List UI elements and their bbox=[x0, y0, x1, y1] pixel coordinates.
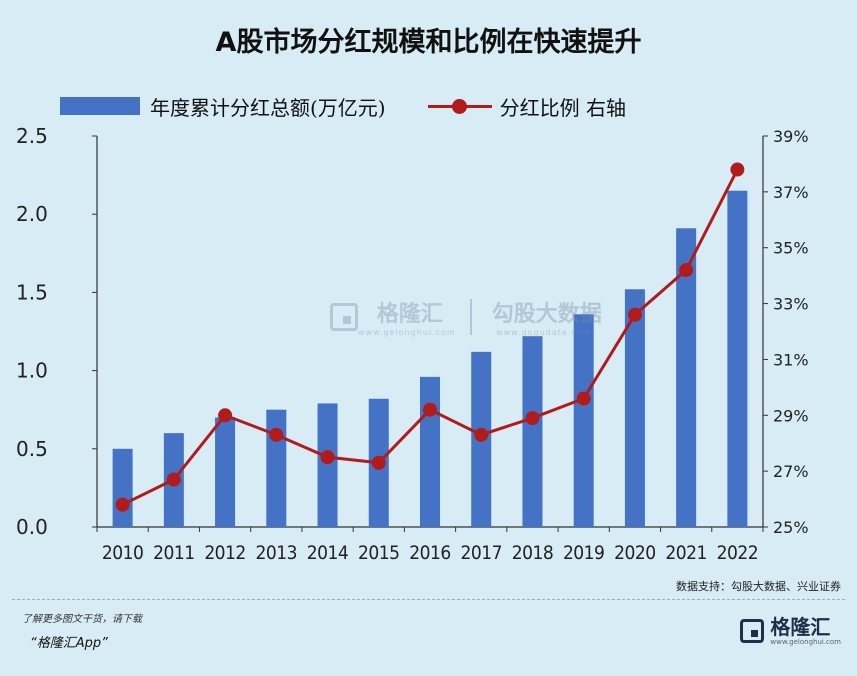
ratio-point bbox=[166, 472, 181, 487]
bar bbox=[420, 376, 440, 527]
x-tick-label: 2016 bbox=[409, 542, 451, 564]
ratio-point bbox=[474, 427, 489, 442]
y-left-tick-label: 1.0 bbox=[16, 359, 48, 383]
watermark-brand-url: www.gelonghui.com bbox=[358, 328, 456, 337]
ratio-point bbox=[525, 411, 540, 426]
ratio-point bbox=[269, 427, 284, 442]
x-tick-label: 2017 bbox=[460, 542, 502, 564]
footer-brand-url: www.gelonghui.com bbox=[770, 638, 841, 646]
bar bbox=[266, 409, 287, 527]
bar bbox=[317, 403, 338, 527]
x-tick-label: 2010 bbox=[102, 542, 144, 564]
y-right-tick-label: 37% bbox=[773, 183, 809, 202]
ratio-point bbox=[423, 402, 437, 417]
y-left-tick-label: 0.5 bbox=[16, 437, 48, 461]
ratio-point bbox=[679, 263, 694, 278]
footer-app-name: “格隆汇App” bbox=[30, 636, 108, 651]
x-tick-label: 2019 bbox=[563, 542, 605, 564]
watermark-brand-text: 格隆汇 bbox=[376, 302, 443, 327]
bar bbox=[112, 448, 133, 527]
ratio-point bbox=[320, 450, 335, 465]
bar bbox=[727, 190, 748, 528]
ratio-point bbox=[576, 391, 591, 406]
footer-logo: 格隆汇 www.gelonghui.com bbox=[740, 616, 841, 646]
legend-bar-swatch bbox=[60, 97, 140, 115]
y-left-tick-label: 1.5 bbox=[16, 280, 48, 304]
x-tick-label: 2020 bbox=[614, 542, 656, 564]
watermark-data-text: 勾股大数据 bbox=[491, 302, 602, 327]
y-right-tick-label: 29% bbox=[773, 406, 809, 425]
x-tick-label: 2012 bbox=[204, 542, 246, 564]
legend-bar-label: 年度累计分红总额(万亿元) bbox=[150, 95, 386, 120]
ratio-point bbox=[730, 162, 745, 177]
x-tick-label: 2018 bbox=[512, 542, 554, 564]
bar bbox=[573, 314, 594, 527]
gelonghui-logo-icon bbox=[330, 302, 358, 331]
ratio-point bbox=[218, 408, 233, 423]
watermark-data-url: www.gogudata.com bbox=[496, 328, 592, 337]
x-tick-label: 2015 bbox=[358, 542, 400, 564]
watermark-brand-block: 格隆汇 www.gelonghui.com bbox=[358, 296, 456, 337]
ratio-point bbox=[115, 497, 130, 512]
bar bbox=[624, 289, 645, 527]
ratio-point bbox=[371, 455, 386, 470]
watermark: 格隆汇 www.gelonghui.com 勾股大数据 www.gogudata… bbox=[330, 296, 602, 337]
y-right-tick-label: 33% bbox=[773, 295, 809, 314]
bar bbox=[215, 417, 236, 527]
chart-title: A股市场分红规模和比例在快速提升 bbox=[215, 27, 642, 58]
x-tick-label: 2013 bbox=[256, 542, 298, 564]
legend-line-label: 分红比例 右轴 bbox=[499, 95, 626, 120]
x-tick-label: 2022 bbox=[717, 542, 759, 564]
y-right-tick-label: 31% bbox=[773, 350, 809, 369]
gelonghui-footer-logo-icon bbox=[740, 619, 765, 643]
y-right-tick-label: 27% bbox=[773, 462, 809, 481]
footer-download-text: 了解更多图文干货，请下载 bbox=[22, 614, 142, 625]
legend-line-swatch bbox=[427, 96, 492, 116]
y-left-tick-label: 2.5 bbox=[16, 124, 48, 148]
y-right-tick-label: 25% bbox=[773, 518, 809, 537]
x-tick-label: 2014 bbox=[307, 542, 349, 564]
chart-legend: 年度累计分红总额(万亿元) 分红比例 右轴 bbox=[60, 93, 626, 120]
x-tick-label: 2011 bbox=[153, 542, 195, 564]
y-right-tick-label: 39% bbox=[773, 127, 809, 146]
data-source: 数据支持：勾股大数据、兴业证券 bbox=[676, 580, 841, 593]
watermark-data-block: 勾股大数据 www.gogudata.com bbox=[486, 296, 602, 337]
x-tick-label: 2021 bbox=[665, 542, 707, 564]
combo-chart: 0.0 0.5 1.0 1.5 2.0 2.5 25% 27% 29% 31% 33% 35% 37% 3… bbox=[16, 124, 809, 564]
y-left-tick-label: 2.0 bbox=[16, 202, 48, 226]
footer-divider bbox=[12, 599, 845, 600]
bar bbox=[676, 228, 697, 527]
watermark-divider bbox=[469, 298, 472, 335]
y-right-tick-label: 35% bbox=[773, 239, 809, 258]
ratio-point bbox=[627, 307, 642, 322]
bar bbox=[522, 336, 543, 527]
y-left-tick-label: 0.0 bbox=[16, 515, 48, 539]
footer-brand-text: 格隆汇 bbox=[770, 615, 831, 639]
